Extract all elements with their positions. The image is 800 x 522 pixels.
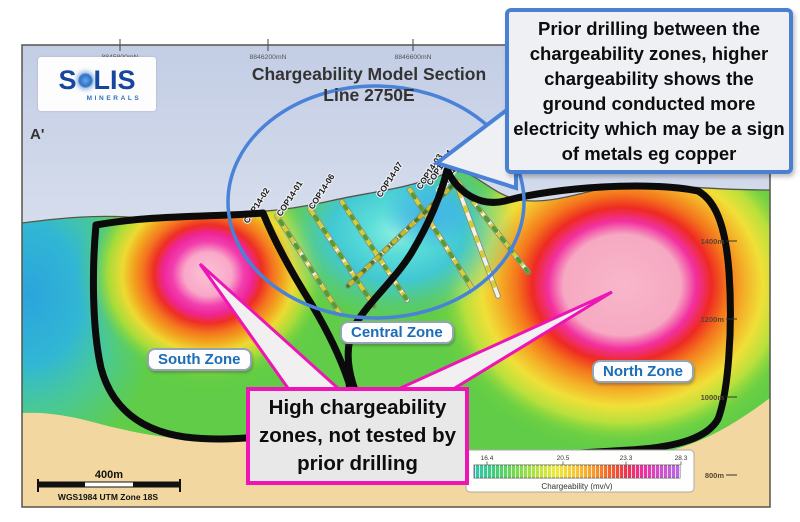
section-end-marker: A' xyxy=(30,126,45,143)
scale-bar-datum: WGS1984 UTM Zone 18S xyxy=(58,492,158,502)
section-title-line2: Line 2750E xyxy=(323,85,415,105)
solis-minerals-logo: S LIS MINERALS xyxy=(38,57,156,111)
logo-letters-lis: LIS xyxy=(93,64,136,95)
drilled-area-ellipse xyxy=(226,84,526,320)
map-frame xyxy=(21,44,771,508)
sun-icon xyxy=(77,72,93,88)
prior-drilling-callout: Prior drilling between the chargeability… xyxy=(505,8,793,174)
northing-tick-label: 8846200mN xyxy=(249,54,286,61)
legend-title: Chargeability (mv/v) xyxy=(541,482,612,491)
northing-tick-label: 8846600mN xyxy=(394,54,431,61)
scale-bar: 400m WGS1984 UTM Zone 18S xyxy=(37,469,181,502)
elevation-tick-label: 1200m xyxy=(701,315,725,324)
chargeability-legend: 16.4 20.5 23.3 28.3 Chargeability (mv/v) xyxy=(465,449,695,493)
logo-subtitle: MINERALS xyxy=(86,94,142,102)
elevation-axis: 1400m 1200m 1000m 800m xyxy=(701,237,737,480)
elevation-tick-label: 1400m xyxy=(701,237,725,246)
high-chargeability-callout: High chargeability zones, not tested by … xyxy=(246,387,469,485)
north-zone-label: North Zone xyxy=(592,360,694,383)
scale-bar-distance: 400m xyxy=(95,469,123,481)
logo-letter-s: S xyxy=(58,64,77,95)
drillhole-trace xyxy=(339,199,410,303)
legend-tick-label: 28.3 xyxy=(675,455,688,462)
section-title: Chargeability Model Section Line 2750E xyxy=(238,64,500,106)
drillhole-trace xyxy=(407,187,475,291)
drillhole-trace xyxy=(307,206,377,309)
section-title-line1: Chargeability Model Section xyxy=(251,64,487,84)
elevation-tick-label: 800m xyxy=(705,471,725,480)
central-zone-label: Central Zone xyxy=(340,321,454,344)
drillhole-trace xyxy=(274,213,343,317)
elevation-tick-label: 1000m xyxy=(701,393,725,402)
legend-tick-label: 20.5 xyxy=(557,455,570,462)
legend-tick-label: 23.3 xyxy=(620,455,633,462)
logo-wordmark: S LIS xyxy=(58,64,136,95)
south-zone-label: South Zone xyxy=(147,348,252,371)
legend-tick-label: 16.4 xyxy=(481,455,494,462)
